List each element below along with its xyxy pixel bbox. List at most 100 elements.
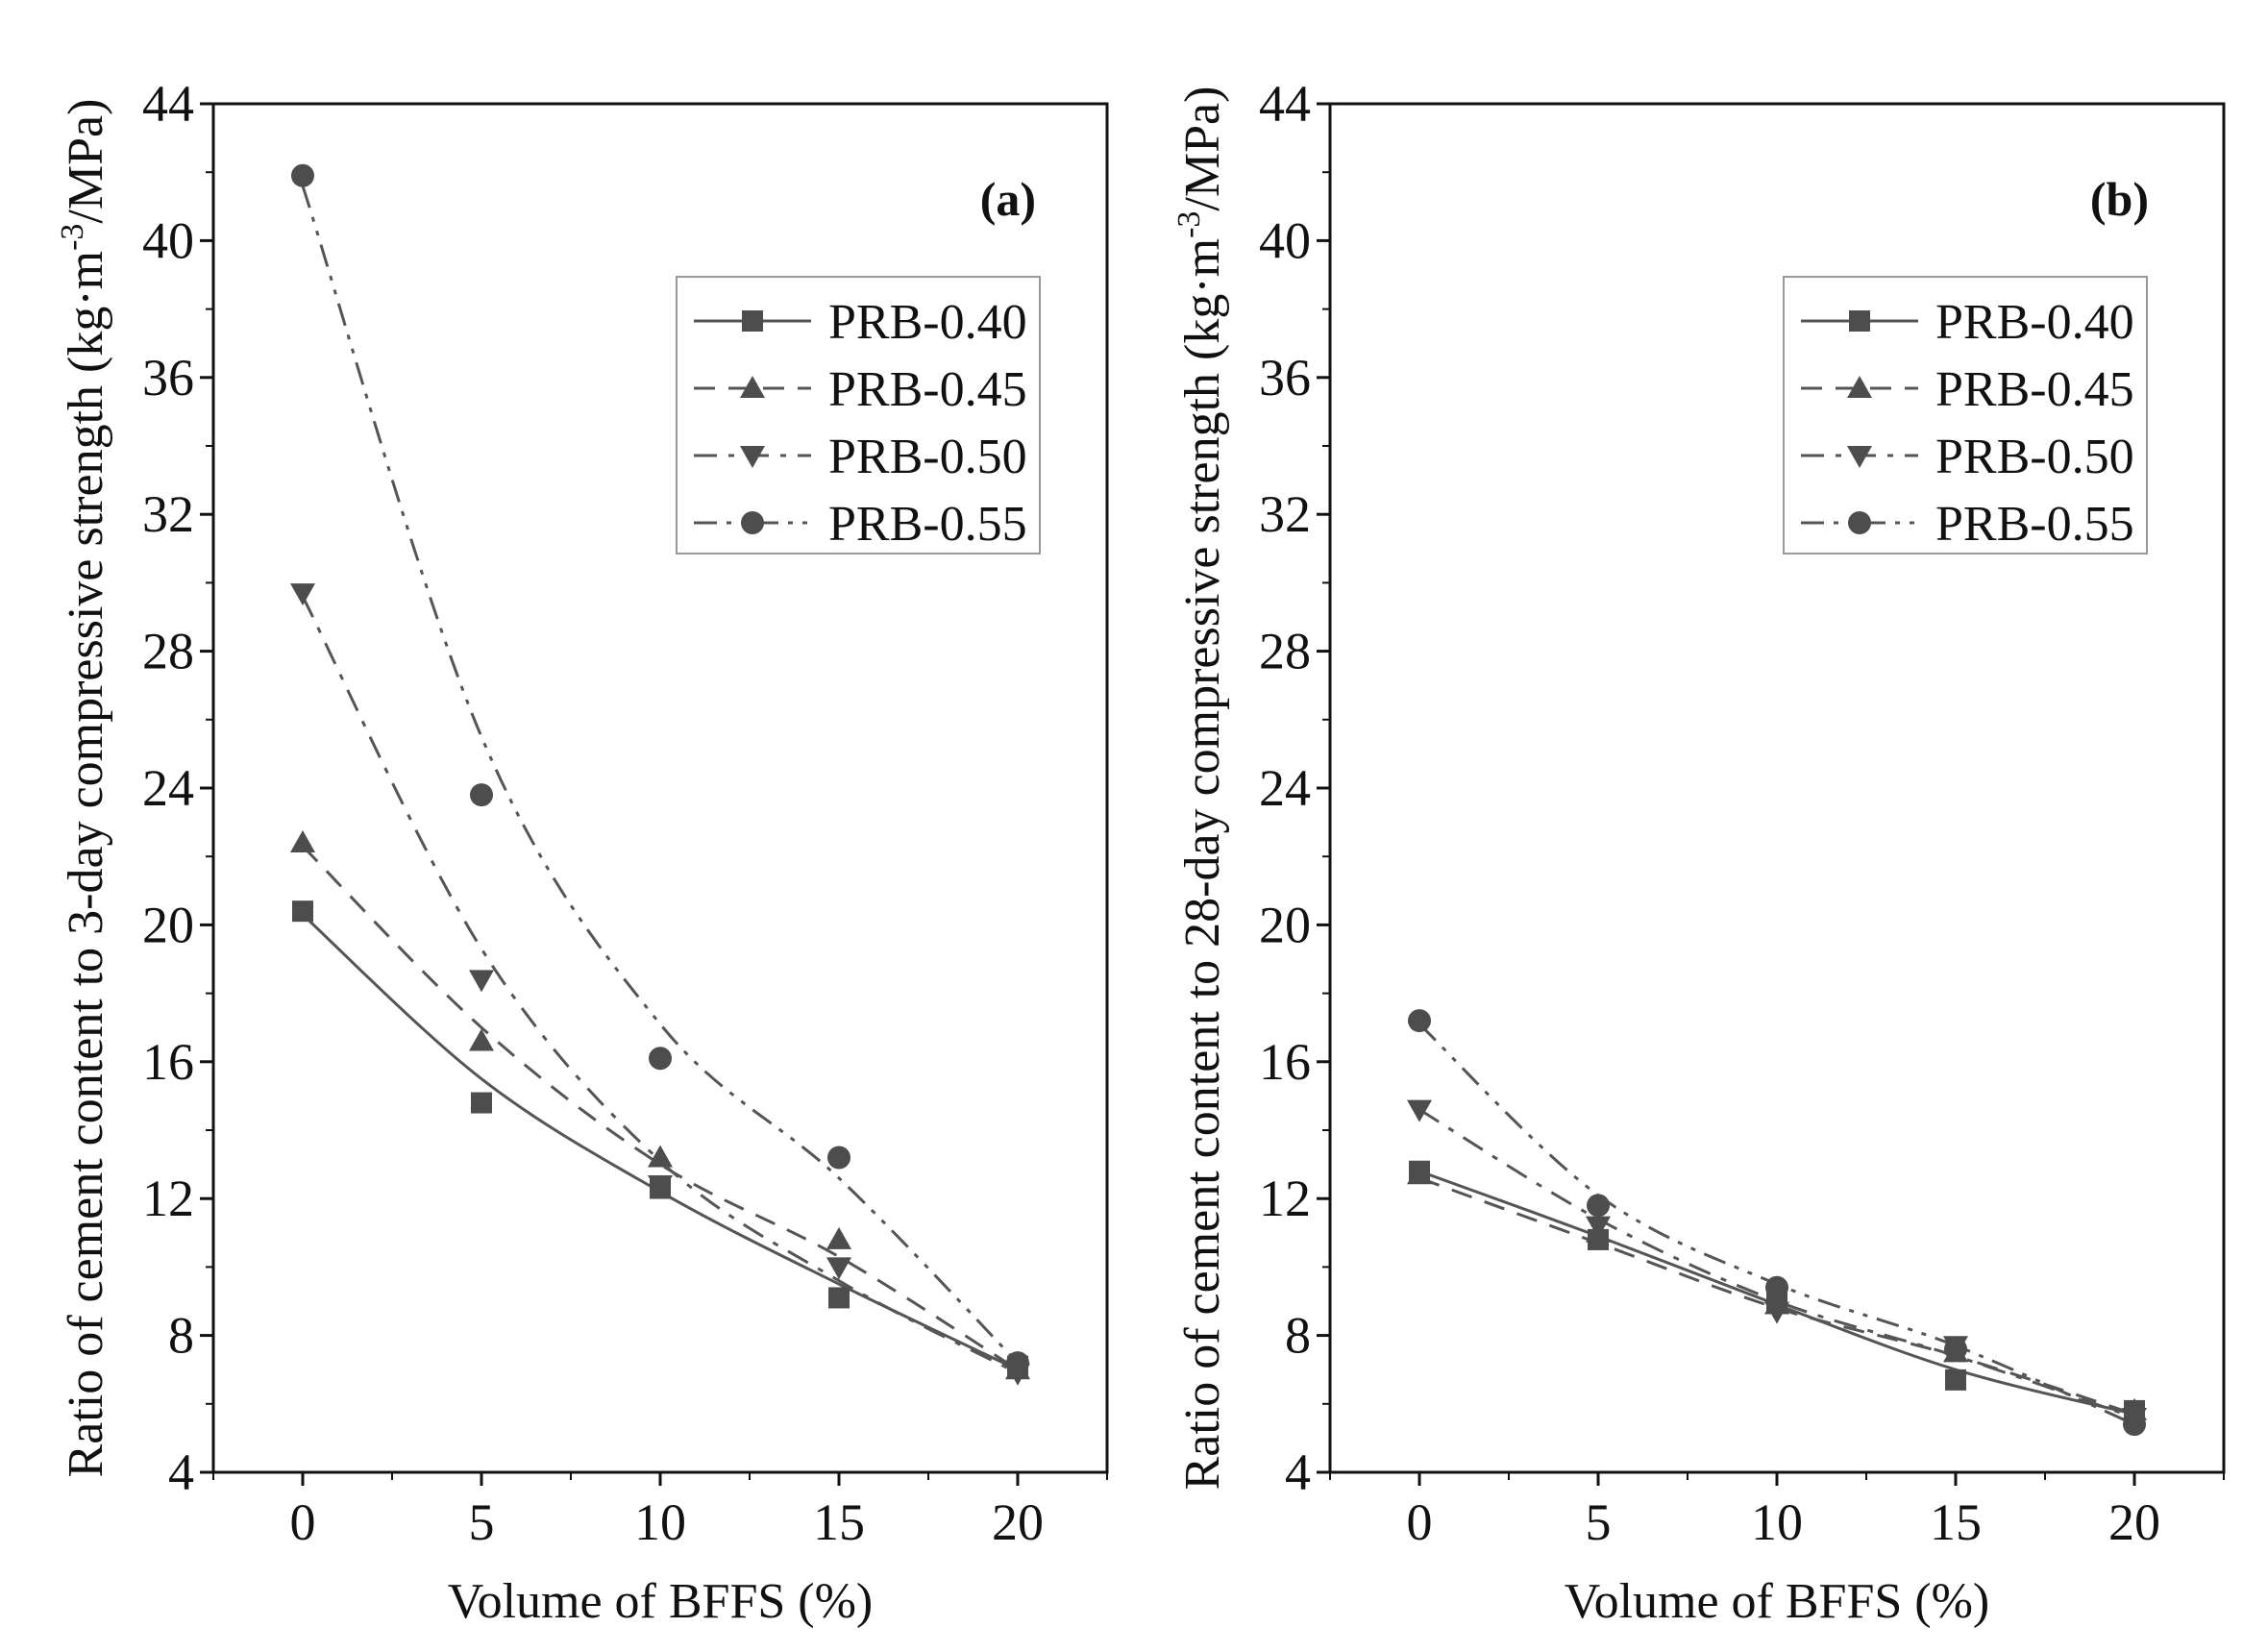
legend-marker [1849,310,1870,332]
data-point-prb-045 [648,1145,673,1168]
y-tick-label: 12 [1259,1170,1311,1227]
series-line-prb-045 [301,845,1019,1371]
y-tick-label: 4 [1285,1443,1311,1501]
x-tick-label: 15 [813,1493,865,1551]
data-point-prb-050 [1407,1099,1432,1122]
y-tick-label: 20 [1259,896,1311,953]
data-point-prb-040 [292,900,313,923]
data-point-prb-055 [1765,1275,1788,1299]
data-point-prb-050 [1586,1216,1611,1239]
y-axis-title-main: Ratio of cement content to 3-day compres… [59,251,113,1478]
y-tick-label: 36 [142,349,194,407]
data-point-prb-055 [291,163,314,187]
y-axis-title-sup: -3 [1171,211,1207,238]
legend-marker [1848,511,1871,534]
data-point-prb-055 [1587,1194,1610,1218]
y-tick-label: 28 [142,623,194,680]
legend-box [1783,276,2148,555]
legend-label: PRB-0.40 [828,295,1027,350]
x-tick-label: 5 [469,1493,495,1551]
legend: PRB-0.40 PRB-0.45 PRB-0.50 PRB-0.55 [694,295,1027,552]
panel-label: (b) [2090,172,2149,226]
x-tick-label: 20 [2108,1493,2160,1551]
data-point-prb-055 [1944,1337,1967,1361]
x-axis-title: Volume of BFFS (%) [448,1574,874,1629]
data-point-prb-050 [1764,1301,1789,1324]
series-line-prb-050 [301,595,1019,1375]
data-point-prb-040 [828,1287,850,1309]
y-axis-title-main: Ratio of cement content to 28-day compre… [1175,238,1230,1491]
series-line-prb-055 [1417,1023,2135,1426]
y-tick-label: 24 [142,759,194,817]
y-axis-title: Ratio of cement content to 3-day compres… [55,99,113,1478]
y-tick-label: 20 [142,896,194,953]
y-tick-label: 12 [142,1170,194,1227]
legend-label: PRB-0.50 [1935,430,2134,484]
legend-marker [740,376,765,398]
legend-box [676,276,1041,555]
series-markers [1407,1009,2147,1437]
y-axis-title-end: /MPa) [59,99,113,224]
series-line-prb-050 [1418,1108,2135,1419]
x-tick-label: 15 [1930,1493,1982,1551]
y-axis-title: Ratio of cement content to 28-day compre… [1171,86,1230,1491]
legend-marker [741,511,764,534]
legend-label: PRB-0.50 [828,430,1027,484]
legend-marker [742,310,763,332]
legend-label: PRB-0.55 [1935,497,2134,552]
y-tick-label: 4 [168,1443,194,1501]
data-point-prb-055 [1408,1009,1431,1033]
data-point-prb-050 [290,583,315,606]
axis-ticks: 4 8 12 16 20 24 28 32 36 40 44 0 5 10 15 20 [142,75,1108,1551]
x-tick-label: 20 [992,1493,1044,1551]
data-point-prb-055 [827,1146,850,1170]
y-axis-title-sup: -3 [55,224,90,251]
data-point-prb-055 [1006,1351,1029,1375]
data-point-prb-055 [2123,1413,2146,1437]
data-point-prb-040 [471,1092,492,1114]
data-point-prb-055 [470,783,493,807]
legend-label: PRB-0.45 [828,362,1027,417]
series-markers [290,163,1030,1386]
y-tick-label: 8 [1285,1307,1311,1365]
legend-marker [1847,446,1872,468]
data-point-prb-045 [826,1226,851,1249]
y-tick-label: 44 [1259,75,1311,133]
y-tick-label: 36 [1259,349,1311,407]
data-point-prb-045 [290,829,315,852]
y-tick-label: 16 [1259,1033,1311,1091]
data-point-prb-050 [826,1257,851,1280]
legend-marker [740,446,765,468]
data-point-prb-045 [1407,1162,1432,1185]
x-tick-label: 5 [1586,1493,1612,1551]
x-tick-label: 0 [1407,1493,1433,1551]
y-tick-label: 40 [142,211,194,269]
legend-label: PRB-0.55 [828,497,1027,552]
data-point-prb-040 [1945,1368,1966,1391]
y-tick-label: 28 [1259,623,1311,680]
y-tick-label: 40 [1259,211,1311,269]
y-tick-label: 8 [168,1307,194,1365]
x-axis-title: Volume of BFFS (%) [1565,1574,1990,1629]
y-axis-title-end: /MPa) [1175,86,1230,211]
panel-a: 4 8 12 16 20 24 28 32 36 40 44 0 5 10 15 20 (a) Volume … [55,75,1109,1629]
x-tick-label: 10 [634,1493,686,1551]
series-curves [1417,1023,2135,1426]
series-line-prb-045 [1418,1176,2135,1416]
data-point-prb-050 [469,970,494,993]
series-line-prb-055 [301,185,1020,1365]
axis-ticks: 4 8 12 16 20 24 28 32 36 40 44 0 5 10 15 20 [1259,75,2225,1551]
y-tick-label: 32 [142,485,194,543]
data-point-prb-050 [648,1174,673,1197]
panel-b: 4 8 12 16 20 24 28 32 36 40 44 0 5 10 15 20 (b) Volume … [1171,75,2226,1629]
legend-label: PRB-0.40 [1935,295,2134,350]
x-tick-label: 0 [290,1493,316,1551]
legend-marker [1847,376,1872,398]
y-tick-label: 24 [1259,759,1311,817]
panel-label: (a) [980,172,1036,226]
legend: PRB-0.40 PRB-0.45 PRB-0.50 PRB-0.55 [1801,295,2134,552]
data-point-prb-045 [469,1028,494,1051]
y-tick-label: 16 [142,1033,194,1091]
y-tick-label: 32 [1259,485,1311,543]
